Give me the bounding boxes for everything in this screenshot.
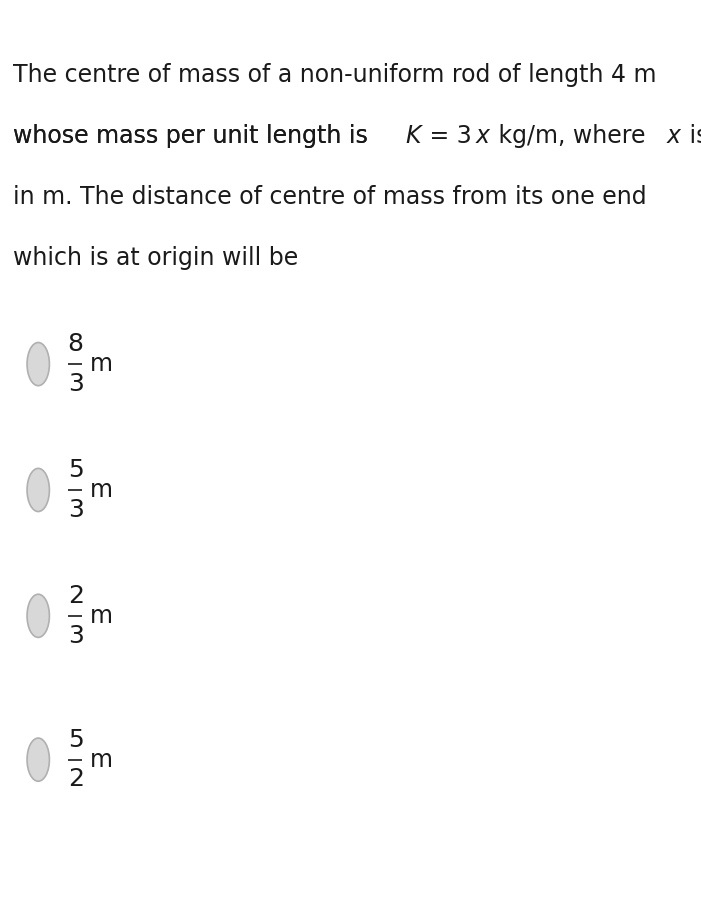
Text: K: K xyxy=(405,124,421,148)
Text: 3: 3 xyxy=(67,372,83,396)
Text: is: is xyxy=(681,124,701,148)
Text: m: m xyxy=(90,352,113,376)
Text: 3: 3 xyxy=(67,624,83,647)
Text: m: m xyxy=(90,478,113,502)
Text: 3: 3 xyxy=(67,498,83,521)
Text: x: x xyxy=(476,124,490,148)
Ellipse shape xyxy=(27,468,49,512)
Ellipse shape xyxy=(27,594,49,637)
Text: = 3: = 3 xyxy=(422,124,472,148)
Text: x: x xyxy=(667,124,681,148)
Text: 5: 5 xyxy=(67,728,83,752)
Text: kg/m, where: kg/m, where xyxy=(491,124,653,148)
Text: m: m xyxy=(90,604,113,628)
Text: in m. The distance of centre of mass from its one end: in m. The distance of centre of mass fro… xyxy=(13,185,646,209)
Text: m: m xyxy=(90,748,113,771)
Text: 5: 5 xyxy=(67,458,83,482)
Text: whose mass per unit length is: whose mass per unit length is xyxy=(13,124,375,148)
Text: The centre of mass of a non-uniform rod of length 4 m: The centre of mass of a non-uniform rod … xyxy=(13,63,656,87)
Text: 8: 8 xyxy=(67,333,83,356)
Text: which is at origin will be: which is at origin will be xyxy=(13,246,298,271)
Ellipse shape xyxy=(27,343,49,386)
Text: whose mass per unit length is: whose mass per unit length is xyxy=(13,124,375,148)
Ellipse shape xyxy=(27,738,49,781)
Text: 2: 2 xyxy=(67,584,83,608)
Text: 2: 2 xyxy=(67,768,83,791)
